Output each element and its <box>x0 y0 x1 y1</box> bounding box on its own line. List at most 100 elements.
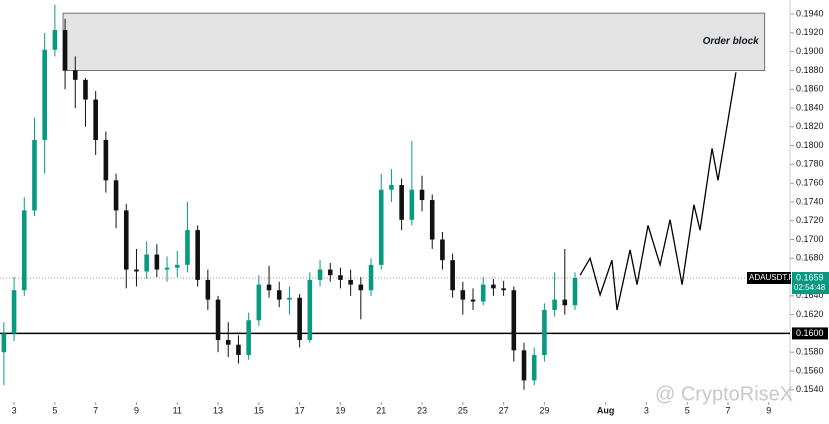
support-label: 0.1600 <box>796 328 824 338</box>
symbol-label: ADAUSDT.P <box>749 273 794 282</box>
candle-body <box>185 230 190 265</box>
candle-body <box>368 264 374 291</box>
candle-body <box>195 230 200 280</box>
x-tick-label: 13 <box>213 405 223 415</box>
candle-body <box>11 290 17 334</box>
candle-body <box>358 284 364 291</box>
y-tick-label: 0.1840 <box>796 102 824 112</box>
candle-body <box>205 279 211 300</box>
candle-body <box>521 350 527 381</box>
candle-body <box>246 320 251 356</box>
y-tick-label: 0.1880 <box>796 65 824 75</box>
candle-body <box>174 264 180 268</box>
y-tick-label: 0.1780 <box>796 159 824 169</box>
candle-body <box>531 355 537 381</box>
candle-body <box>144 254 149 272</box>
candle-body <box>1 333 7 353</box>
candle-body <box>103 139 109 181</box>
projection-line <box>579 72 737 311</box>
y-tick-label: 0.1560 <box>796 365 824 375</box>
candle-body <box>236 344 241 356</box>
candle-body <box>501 288 506 291</box>
x-tick-label: 11 <box>173 405 182 415</box>
candle-body <box>450 260 455 291</box>
y-tick-label: 0.1540 <box>796 384 824 394</box>
candle-body <box>307 279 313 341</box>
candle-body <box>256 284 262 321</box>
candle-body <box>440 239 445 261</box>
y-tick-label: 0.1740 <box>796 196 824 206</box>
candle-body <box>460 290 466 300</box>
y-tick-label: 0.1940 <box>796 8 824 18</box>
candle-body <box>215 299 221 341</box>
x-tick-label: 5 <box>685 405 690 415</box>
y-tick-label: 0.1700 <box>796 234 824 244</box>
x-tick-label: 9 <box>766 405 771 415</box>
candle-body <box>52 30 58 50</box>
candle-body <box>225 340 231 345</box>
y-tick-label: 0.1720 <box>796 215 824 225</box>
candle-body <box>378 189 384 265</box>
candle-body <box>348 279 353 285</box>
x-tick-label: 23 <box>417 405 427 415</box>
price-label: 0.1659 <box>796 272 824 282</box>
candle-body <box>62 30 68 71</box>
y-tick-label: 0.1760 <box>796 178 824 188</box>
x-tick-label: 19 <box>335 405 345 415</box>
x-tick-label: 27 <box>499 405 509 415</box>
x-tick-label: 7 <box>725 405 730 415</box>
countdown: 02:54:48 <box>794 283 826 292</box>
candle-body <box>123 210 129 270</box>
x-tick-label: 3 <box>644 405 649 415</box>
y-tick-label: 0.1580 <box>796 347 824 357</box>
candle-body <box>113 180 119 211</box>
order-block-label: Order block <box>703 36 760 47</box>
candle-body <box>134 269 139 272</box>
candle-body <box>511 290 517 351</box>
candle-body <box>419 189 425 201</box>
x-tick-label: 7 <box>93 405 98 415</box>
candle-body <box>470 299 476 302</box>
y-tick-label: 0.1640 <box>796 290 824 300</box>
price-bg <box>792 272 829 295</box>
x-tick-label: 21 <box>376 405 386 415</box>
candle-body <box>317 269 323 280</box>
candle-body <box>297 297 302 341</box>
candle-body <box>338 275 343 280</box>
x-tick-label: 25 <box>458 405 468 415</box>
x-tick-label: 29 <box>539 405 549 415</box>
y-tick-label: 0.1860 <box>796 84 824 94</box>
candle-body <box>389 185 394 190</box>
candle-body <box>562 299 568 306</box>
x-tick-label: 3 <box>12 405 17 415</box>
candle-body <box>21 210 27 291</box>
candle-body <box>32 139 37 211</box>
candle-body <box>266 284 272 291</box>
candle-body <box>429 200 435 240</box>
watermark: @ CryptoRiseX <box>655 383 793 405</box>
symbol-bg <box>747 272 791 285</box>
y-tick-label: 0.1920 <box>796 27 824 37</box>
candle-body <box>72 70 78 80</box>
candle-body <box>399 185 404 220</box>
y-tick-label: 0.1800 <box>796 140 824 150</box>
candle-body <box>327 269 333 276</box>
x-tick-label: 9 <box>134 405 139 415</box>
candle-body <box>83 79 88 100</box>
candle-body <box>287 297 292 300</box>
x-tick-label: 5 <box>52 405 57 415</box>
candle-body <box>276 290 282 300</box>
candle-body <box>409 189 415 220</box>
y-tick-label: 0.1820 <box>796 121 824 131</box>
candle-body <box>491 284 496 289</box>
candle-body <box>552 299 557 310</box>
candle-body <box>572 278 578 306</box>
order-block <box>62 12 766 71</box>
x-tick-label: Aug <box>597 405 615 415</box>
candle-body <box>93 99 98 140</box>
y-tick-label: 0.1900 <box>796 46 824 56</box>
x-tick-label: 17 <box>295 405 305 415</box>
candle-body <box>42 49 47 140</box>
